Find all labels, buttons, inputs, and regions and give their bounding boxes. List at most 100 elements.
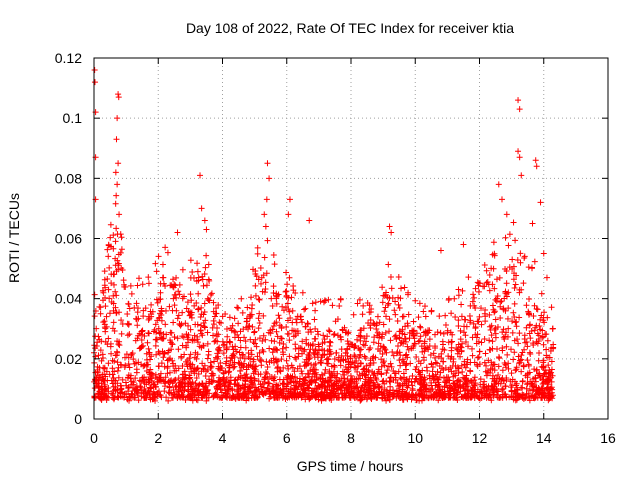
- data-point: [539, 333, 546, 340]
- data-point: [529, 387, 536, 394]
- data-point: [496, 274, 503, 281]
- data-point: [293, 319, 300, 326]
- data-point: [428, 360, 435, 367]
- data-point: [397, 382, 404, 389]
- data-point: [405, 311, 412, 318]
- data-point: [432, 354, 439, 361]
- data-point: [282, 288, 289, 295]
- data-point: [242, 375, 249, 382]
- data-point: [366, 361, 373, 368]
- data-point: [205, 261, 212, 268]
- data-point: [399, 330, 406, 337]
- data-point: [359, 372, 366, 379]
- data-point: [540, 373, 547, 380]
- data-point: [187, 326, 194, 333]
- data-point: [518, 368, 525, 375]
- data-point: [523, 390, 530, 397]
- data-point: [138, 361, 145, 368]
- data-point: [121, 364, 128, 371]
- data-point: [395, 294, 402, 301]
- data-point: [487, 369, 494, 376]
- data-point: [341, 368, 348, 375]
- data-point: [252, 282, 259, 289]
- data-point: [267, 330, 274, 337]
- data-point: [505, 242, 512, 249]
- data-point: [475, 338, 482, 345]
- data-point: [140, 307, 147, 314]
- data-point: [503, 280, 510, 287]
- data-point: [398, 285, 405, 292]
- data-point: [242, 383, 249, 390]
- data-point: [137, 344, 144, 351]
- data-point: [522, 339, 529, 346]
- data-point: [115, 160, 122, 167]
- data-point: [167, 355, 174, 362]
- data-point: [456, 348, 463, 355]
- data-point: [486, 287, 493, 294]
- data-point: [442, 378, 449, 385]
- data-point: [137, 384, 144, 391]
- data-point: [435, 397, 442, 404]
- data-point: [350, 311, 357, 318]
- data-point: [299, 370, 306, 377]
- data-point: [238, 385, 245, 392]
- data-point: [152, 260, 159, 267]
- data-point: [383, 313, 390, 320]
- data-point: [113, 348, 120, 355]
- data-point: [426, 336, 433, 343]
- data-point: [379, 395, 386, 402]
- data-point: [246, 322, 253, 329]
- data-point: [240, 352, 247, 359]
- data-point: [511, 300, 518, 307]
- data-point: [312, 335, 319, 342]
- data-point: [125, 374, 132, 381]
- data-point: [368, 305, 375, 312]
- data-point: [261, 211, 268, 218]
- data-point: [262, 285, 269, 292]
- data-point: [128, 352, 135, 359]
- x-axis-label: GPS time / hours: [297, 458, 404, 474]
- data-point: [381, 380, 388, 387]
- data-point: [223, 326, 230, 333]
- data-point: [185, 388, 192, 395]
- data-point: [297, 313, 304, 320]
- data-point: [486, 346, 493, 353]
- data-point: [384, 367, 391, 374]
- data-point: [305, 341, 312, 348]
- data-point: [538, 363, 545, 370]
- data-point: [523, 324, 530, 331]
- data-point: [331, 362, 338, 369]
- data-point: [472, 285, 479, 292]
- data-point: [403, 360, 410, 367]
- data-point: [185, 322, 192, 329]
- data-point: [413, 363, 420, 370]
- data-point: [417, 324, 424, 331]
- data-point: [337, 362, 344, 369]
- data-point: [481, 283, 488, 290]
- data-point: [256, 349, 263, 356]
- data-point: [397, 339, 404, 346]
- data-point: [104, 341, 111, 348]
- data-point: [405, 346, 412, 353]
- data-point: [246, 385, 253, 392]
- data-point: [311, 370, 318, 377]
- data-point: [500, 385, 507, 392]
- data-point: [210, 377, 217, 384]
- y-tick-label: 0.1: [63, 110, 83, 126]
- data-point: [371, 321, 378, 328]
- x-tick-label: 14: [536, 430, 552, 446]
- data-point: [492, 316, 499, 323]
- data-point: [203, 282, 210, 289]
- data-point: [534, 330, 541, 337]
- data-point: [182, 374, 189, 381]
- data-point: [367, 345, 374, 352]
- data-point: [415, 358, 422, 365]
- data-point: [113, 192, 120, 199]
- data-point: [213, 333, 220, 340]
- data-point: [124, 311, 131, 318]
- data-point: [152, 342, 159, 349]
- data-point: [471, 294, 478, 301]
- data-point: [513, 390, 520, 397]
- data-point: [469, 352, 476, 359]
- data-point: [181, 375, 188, 382]
